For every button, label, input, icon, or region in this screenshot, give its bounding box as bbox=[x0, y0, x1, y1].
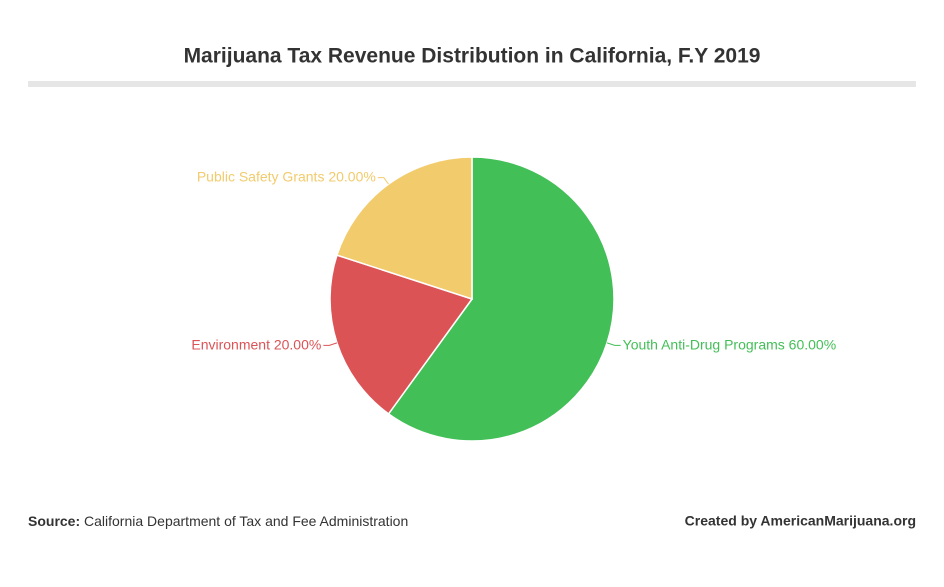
source: Source: California Department of Tax and… bbox=[28, 513, 408, 529]
source-label: Source: bbox=[28, 513, 80, 529]
label-connector bbox=[377, 177, 389, 185]
label-connector bbox=[323, 342, 338, 346]
label-connector bbox=[606, 342, 621, 346]
credit: Created by AmericanMarijuana.org bbox=[685, 513, 916, 529]
slice-label: Youth Anti-Drug Programs 60.00% bbox=[623, 336, 837, 352]
chart-title: Marijuana Tax Revenue Distribution in Ca… bbox=[184, 45, 761, 68]
source-text: California Department of Tax and Fee Adm… bbox=[84, 513, 408, 529]
slice-value: 20.00% bbox=[328, 168, 375, 184]
slice-category: Youth Anti-Drug Programs bbox=[623, 336, 785, 352]
slice-category: Public Safety Grants bbox=[197, 168, 325, 184]
slice-category: Environment bbox=[191, 336, 270, 352]
slice-value: 60.00% bbox=[789, 336, 836, 352]
slice-value: 20.00% bbox=[274, 336, 321, 352]
pie-slice bbox=[329, 254, 474, 415]
title-rule bbox=[28, 81, 916, 87]
slice-label: Public Safety Grants 20.00% bbox=[197, 168, 376, 184]
slice-label: Environment 20.00% bbox=[191, 336, 321, 352]
pie-slice bbox=[336, 156, 473, 301]
